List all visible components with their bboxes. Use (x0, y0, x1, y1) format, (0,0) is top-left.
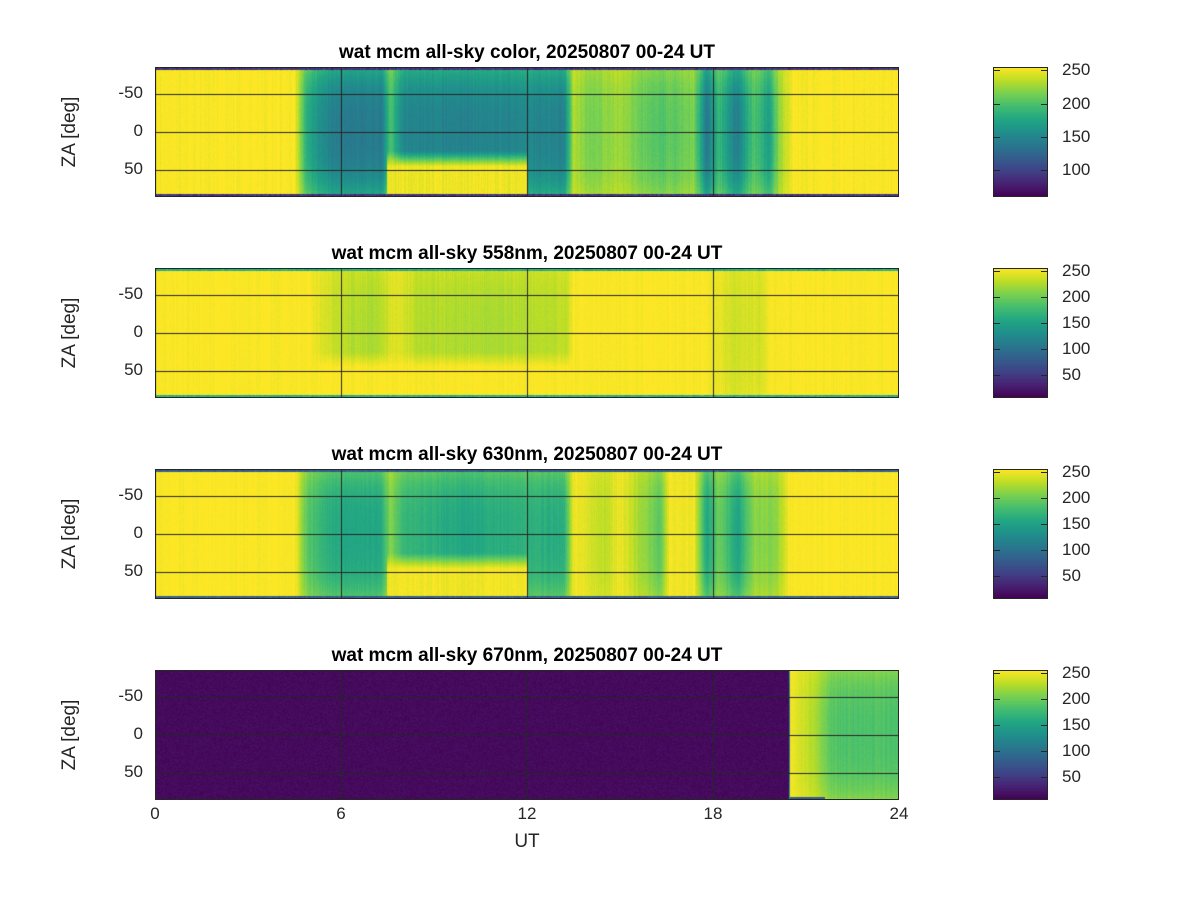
colorbar-tick (993, 103, 1000, 105)
colorbar-gradient (993, 469, 1048, 599)
colorbar-tick (993, 471, 1000, 473)
y-tick-label: -50 (118, 283, 143, 303)
panel-title: wat mcm all-sky 670nm, 20250807 00-24 UT (331, 645, 723, 666)
y-axis-label: ZA [deg] (59, 297, 80, 369)
y-tick-label: 50 (124, 762, 143, 782)
colorbar-gradient (993, 670, 1048, 800)
colorbar-tick-label: 150 (1062, 312, 1091, 332)
panel-title: wat mcm all-sky color, 20250807 00-24 UT (339, 42, 715, 63)
heatmap-image (155, 469, 899, 599)
heatmap-image (155, 67, 899, 197)
colorbar-tick-label: 250 (1062, 662, 1091, 682)
colorbar-tick (993, 698, 1000, 700)
colorbar-tick (1041, 70, 1048, 72)
colorbar-tick (1041, 575, 1048, 577)
colorbar-tick-label: 50 (1062, 364, 1081, 384)
colorbar-tick (1041, 103, 1048, 105)
colorbar-tick (993, 523, 1000, 525)
colorbar-tick (993, 724, 1000, 726)
colorbar-tick (1041, 698, 1048, 700)
colorbar-tick-label: 250 (1062, 461, 1091, 481)
colorbar-gradient (993, 268, 1048, 398)
colorbar-tick (1041, 672, 1048, 674)
colorbar-tick (1041, 523, 1048, 525)
colorbar-tick (1041, 322, 1048, 324)
colorbar-tick (1041, 776, 1048, 778)
colorbar-tick-label: 100 (1062, 338, 1091, 358)
y-tick-label: 50 (124, 561, 143, 581)
heatmap-axes (155, 268, 899, 398)
panel-title: wat mcm all-sky 630nm, 20250807 00-24 UT (331, 444, 723, 465)
colorbar-tick-label: 200 (1062, 93, 1091, 113)
colorbar-tick-label: 200 (1062, 286, 1091, 306)
colorbar-tick-label: 100 (1062, 160, 1091, 180)
colorbar-tick (993, 270, 1000, 272)
colorbar-tick-label: 200 (1062, 487, 1091, 507)
heatmap-axes (155, 67, 899, 197)
y-tick-label: 0 (133, 121, 143, 140)
colorbar-tick (993, 549, 1000, 551)
colorbar-tick-label: 150 (1062, 714, 1091, 734)
colorbar-tick-label: 150 (1062, 513, 1091, 533)
colorbar-tick (1041, 549, 1048, 551)
y-tick-label: 0 (133, 322, 143, 341)
colorbar-tick-label: 100 (1062, 740, 1091, 760)
colorbar-tick (993, 137, 1000, 138)
heatmap-axes (155, 670, 899, 800)
colorbar-tick (993, 322, 1000, 324)
colorbar (993, 670, 1048, 800)
x-tick-label: 18 (703, 804, 723, 823)
heatmap-axes (155, 469, 899, 599)
colorbar-tick-label: 250 (1062, 60, 1091, 80)
x-tick-label: 6 (336, 804, 346, 823)
x-axis-label: UT (514, 831, 540, 852)
y-tick-label: 50 (124, 159, 143, 179)
colorbar-tick (993, 497, 1000, 499)
colorbar-gradient (993, 67, 1048, 197)
y-axis-label: ZA [deg] (59, 699, 80, 771)
panel-title: wat mcm all-sky 558nm, 20250807 00-24 UT (331, 243, 723, 264)
colorbar-tick (993, 348, 1000, 350)
colorbar-tick (993, 70, 1000, 72)
y-tick-label: -50 (118, 484, 143, 504)
x-tick-label: 12 (517, 804, 537, 823)
y-tick-label: 0 (133, 523, 143, 542)
colorbar-tick (993, 750, 1000, 752)
colorbar-tick (993, 170, 1000, 172)
colorbar-tick-label: 200 (1062, 688, 1091, 708)
colorbar-tick-label: 50 (1062, 565, 1081, 585)
heatmap-image (155, 268, 899, 398)
heatmap-image (155, 670, 899, 800)
x-tick-label: 0 (150, 804, 160, 823)
colorbar-tick (993, 374, 1000, 376)
colorbar-tick (1041, 724, 1048, 726)
colorbar-tick (1041, 170, 1048, 172)
y-tick-label: -50 (118, 685, 143, 705)
y-tick-label: 0 (133, 724, 143, 743)
colorbar-tick (993, 296, 1000, 298)
colorbar-tick (1041, 137, 1048, 138)
colorbar-tick-label: 50 (1062, 766, 1081, 786)
y-tick-label: 50 (124, 360, 143, 380)
colorbar (993, 469, 1048, 599)
y-tick-label: -50 (118, 82, 143, 102)
colorbar-tick (1041, 497, 1048, 499)
colorbar-tick (993, 575, 1000, 577)
colorbar-tick-label: 250 (1062, 260, 1091, 280)
colorbar (993, 268, 1048, 398)
colorbar-tick (1041, 348, 1048, 350)
colorbar-tick (1041, 296, 1048, 298)
colorbar-tick (1041, 750, 1048, 752)
colorbar-tick-label: 100 (1062, 539, 1091, 559)
y-axis-label: ZA [deg] (59, 96, 80, 168)
colorbar-tick (1041, 270, 1048, 272)
colorbar-tick (1041, 374, 1048, 376)
y-axis-label: ZA [deg] (59, 498, 80, 570)
x-tick-label: 24 (889, 804, 909, 823)
colorbar (993, 67, 1048, 197)
colorbar-tick (993, 672, 1000, 674)
colorbar-tick (1041, 471, 1048, 473)
colorbar-tick (993, 776, 1000, 778)
colorbar-tick-label: 150 (1062, 127, 1091, 146)
